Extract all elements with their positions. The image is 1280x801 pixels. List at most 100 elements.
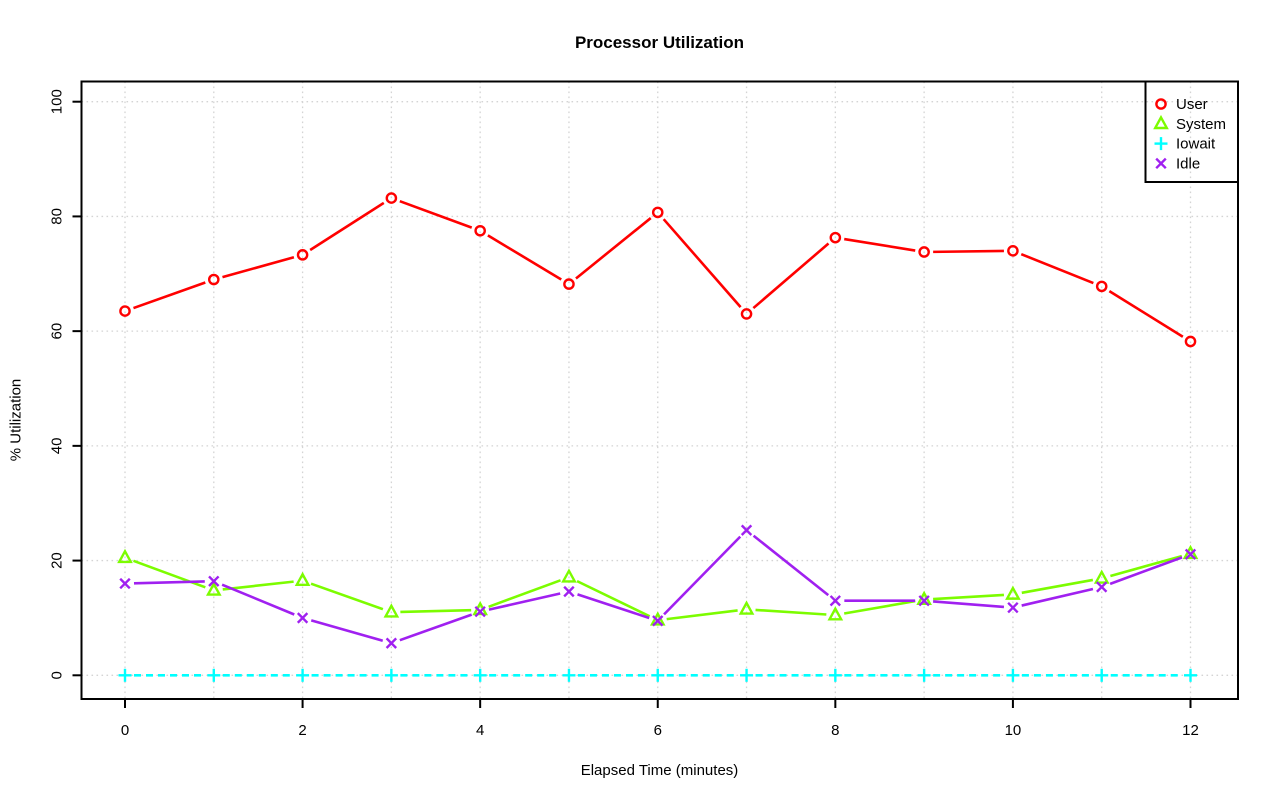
- marker-x: [918, 595, 930, 607]
- series-segment: [663, 535, 742, 616]
- marker-circle: [385, 192, 398, 204]
- marker-triangle: [738, 600, 755, 615]
- marker-circle: [474, 224, 486, 237]
- marker-circle: [296, 249, 309, 261]
- series-segment: [1108, 290, 1184, 338]
- series-segment: [222, 580, 294, 591]
- marker-circle: [918, 246, 930, 258]
- axis-ticks: [72, 100, 1192, 708]
- marker-triangle: [561, 568, 577, 583]
- series-iowait: [118, 668, 1197, 682]
- series-segment: [399, 199, 473, 229]
- series-segment: [310, 582, 384, 611]
- marker-circle: [1155, 98, 1167, 110]
- marker-x: [740, 524, 753, 536]
- y-tick-label: 80: [49, 208, 66, 225]
- series-segment: [666, 609, 738, 621]
- series-segment: [488, 579, 561, 609]
- series-segment: [843, 599, 916, 615]
- legend-box: [1144, 80, 1239, 183]
- marker-circle: [829, 231, 842, 244]
- marker-triangle: [205, 581, 222, 596]
- series-segment: [309, 201, 385, 252]
- y-tick-label: 40: [49, 438, 66, 455]
- marker-triangle: [1005, 585, 1021, 600]
- legend-label-system: System: [1176, 116, 1226, 133]
- series-segment: [400, 608, 472, 614]
- series-segment: [222, 256, 295, 279]
- x-tick-label: 10: [1005, 722, 1022, 739]
- legend-label-iowait: Iowait: [1176, 136, 1216, 153]
- legend-label-idle: Idle: [1176, 155, 1200, 172]
- x-axis-title: Elapsed Time (minutes): [580, 762, 739, 779]
- marker-x: [1007, 601, 1019, 614]
- series-segment: [1110, 554, 1183, 578]
- series-idle: [119, 524, 1197, 649]
- series-segment: [487, 234, 562, 281]
- marker-x: [652, 615, 664, 627]
- marker-circle: [651, 206, 664, 219]
- series-segment: [1020, 252, 1094, 285]
- marker-triangle: [294, 571, 311, 587]
- series-segment: [133, 580, 205, 585]
- chart-title: Processor Utilization: [574, 33, 745, 52]
- marker-circle: [1184, 335, 1197, 348]
- y-tick-label: 0: [49, 671, 66, 679]
- y-tick-label: 20: [49, 552, 66, 569]
- series-segment: [221, 583, 295, 616]
- x-tick-label: 6: [654, 722, 662, 739]
- series-segment: [932, 600, 1005, 609]
- marker-circle: [1007, 245, 1019, 257]
- series-segment: [1021, 578, 1094, 595]
- gridlines: [81, 81, 1238, 699]
- y-tick-label: 60: [49, 323, 66, 340]
- series-segment: [844, 237, 916, 252]
- marker-triangle: [827, 606, 844, 621]
- marker-triangle: [1093, 569, 1110, 584]
- x-tick-labels: 0 2 4 6 8 10 12: [121, 722, 1199, 739]
- series-user: [119, 192, 1197, 348]
- marker-x: [208, 575, 220, 587]
- series-segment: [577, 593, 650, 620]
- marker-circle: [207, 273, 220, 286]
- series-system: [117, 544, 1199, 626]
- legend-label-user: User: [1176, 96, 1208, 113]
- marker-triangle: [117, 548, 133, 564]
- x-tick-label: 0: [121, 722, 129, 739]
- series-segment: [399, 613, 473, 642]
- marker-x: [474, 605, 486, 618]
- y-axis-title: % Utilization: [7, 378, 25, 462]
- series-segment: [576, 579, 651, 618]
- marker-x: [1184, 548, 1197, 560]
- series-segment: [933, 593, 1005, 601]
- marker-x: [1155, 157, 1167, 170]
- marker-circle: [1095, 280, 1108, 293]
- marker-x: [829, 595, 841, 607]
- plot-box: [80, 80, 1239, 700]
- series-segment: [1109, 556, 1183, 586]
- series-segment: [488, 592, 561, 611]
- x-tick-label: 4: [476, 722, 484, 739]
- series-segment: [755, 608, 827, 616]
- series-segment: [662, 218, 742, 309]
- series-segment: [575, 217, 652, 280]
- x-tick-label: 2: [298, 722, 306, 739]
- legend: User System Iowait Idle: [1144, 80, 1239, 183]
- x-tick-label: 12: [1182, 722, 1199, 739]
- marker-triangle: [1153, 114, 1169, 130]
- marker-circle: [563, 278, 575, 290]
- marker-triangle: [383, 603, 400, 618]
- marker-circle: [740, 308, 753, 320]
- marker-x: [296, 612, 309, 624]
- series-segment: [933, 249, 1004, 254]
- marker-circle: [119, 305, 131, 317]
- series-segment: [752, 242, 830, 310]
- marker-x: [1096, 581, 1108, 593]
- y-tick-label: 100: [49, 89, 66, 114]
- series-segment: [1021, 587, 1094, 607]
- series-segment: [133, 281, 206, 310]
- x-tick-label: 8: [831, 722, 839, 739]
- marker-x: [385, 637, 398, 649]
